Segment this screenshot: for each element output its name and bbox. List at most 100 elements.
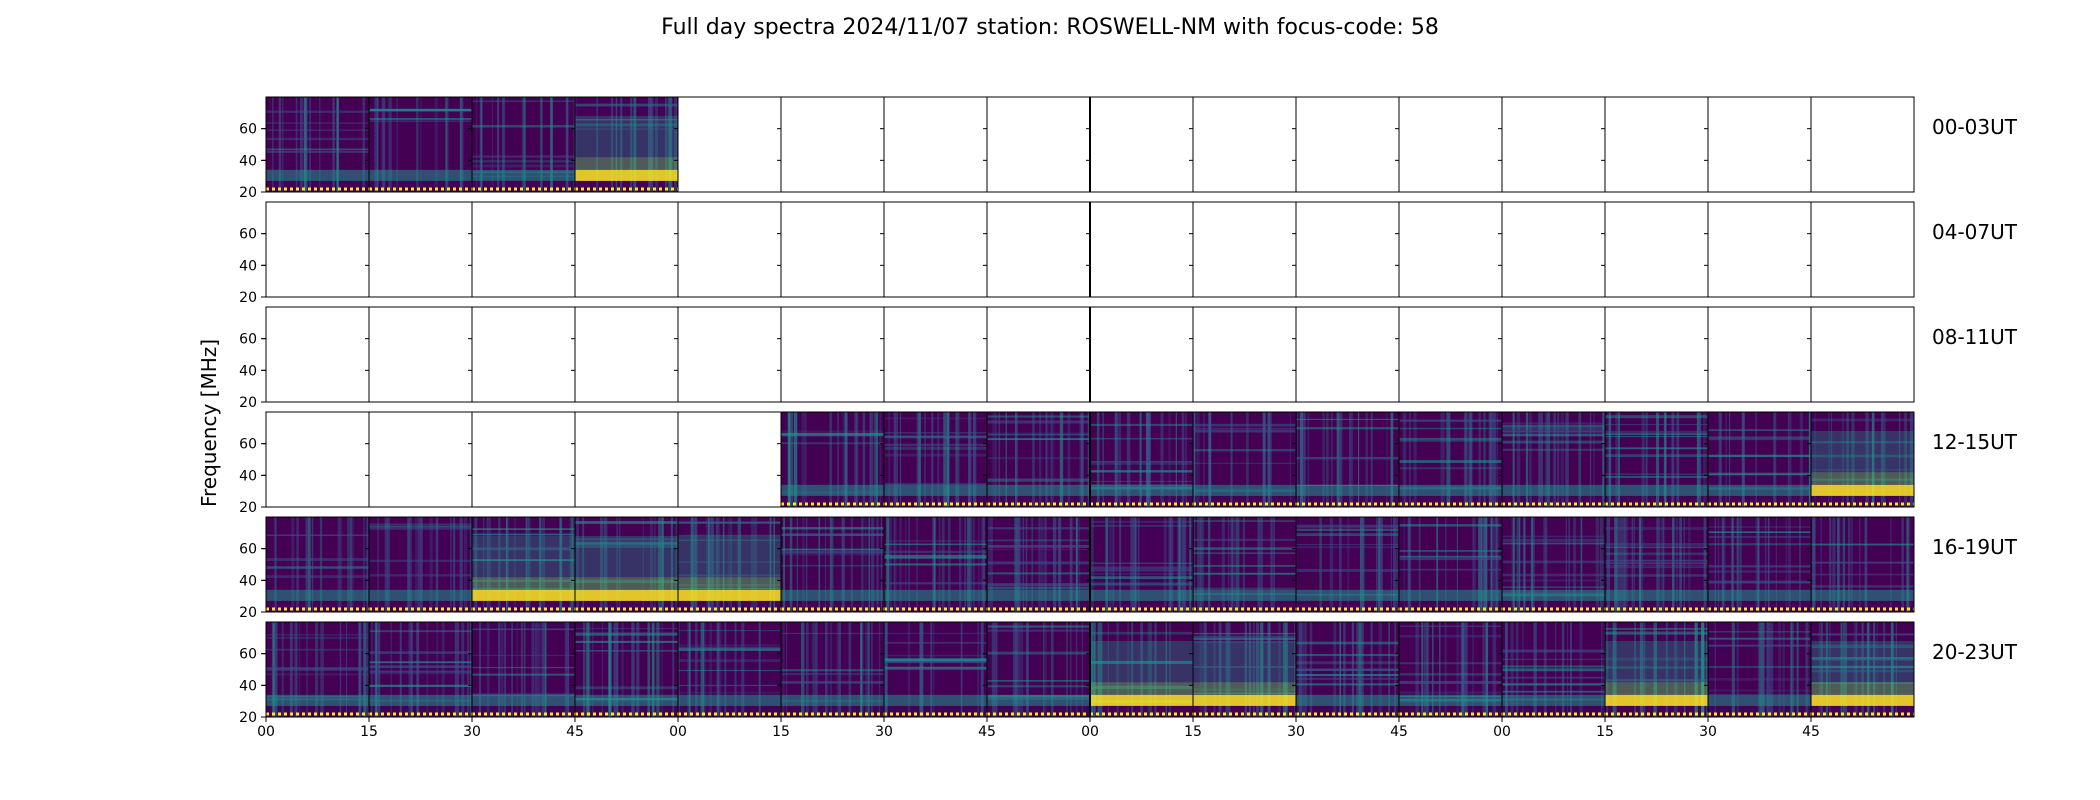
spectral-streak (538, 622, 541, 717)
spectral-streak (1606, 622, 1608, 717)
spectrum-panel (1395, 96, 1503, 193)
spectral-streak (642, 517, 644, 612)
spectral-streak (968, 412, 971, 507)
spectral-streak (894, 412, 898, 507)
frequency-band (1811, 454, 1914, 458)
spectral-streak (1695, 622, 1698, 717)
spectral-streak (1851, 412, 1855, 507)
spectral-streak (690, 517, 694, 612)
low-frequency-band (1605, 694, 1708, 706)
frequency-band (1090, 631, 1193, 635)
frequency-band (369, 525, 472, 528)
spectral-streak (337, 517, 341, 612)
spectral-streak (564, 622, 568, 717)
spectral-streak (865, 622, 868, 717)
spectral-streak (1496, 412, 1498, 507)
spectral-streak (1044, 517, 1047, 612)
frequency-band (1708, 535, 1811, 538)
spectral-streak (1775, 517, 1777, 612)
panel-frame (986, 96, 1091, 193)
spectral-streak (1768, 517, 1770, 612)
spectral-streak (531, 622, 535, 717)
frequency-band (472, 579, 575, 582)
frequency-band (1090, 460, 1193, 463)
spectral-streak (1169, 517, 1174, 612)
spectral-streak (716, 622, 720, 717)
spectrum-panel (1395, 306, 1503, 403)
spectral-streak (1811, 517, 1814, 612)
spectral-streak (931, 412, 934, 507)
spectral-streak (1789, 412, 1792, 507)
y-tick-label: 20 (239, 500, 257, 516)
spectral-streak (806, 622, 809, 717)
spectral-streak (1299, 412, 1303, 507)
spectral-streak (709, 622, 712, 717)
spectral-streak (1614, 517, 1618, 612)
frequency-band (1811, 586, 1914, 588)
spectral-streak (1812, 517, 1815, 612)
frequency-band (1811, 418, 1914, 422)
spectral-streak (871, 622, 873, 717)
spectral-streak (608, 622, 612, 717)
frequency-band (884, 446, 987, 450)
spectral-streak (1859, 517, 1861, 612)
spectral-streak (867, 622, 870, 717)
spectral-streak (1075, 622, 1078, 717)
panel-frame (574, 411, 679, 508)
spectral-streak (486, 622, 490, 717)
spectral-streak (862, 412, 866, 507)
low-frequency-band (369, 169, 472, 181)
frequency-band (987, 545, 1090, 548)
spectral-streak (787, 412, 791, 507)
panel-frame (1192, 96, 1297, 193)
panel-row: 20 40 60 20-23UT (239, 621, 2018, 726)
spectral-streak (1474, 517, 1476, 612)
spectral-streak (1703, 517, 1707, 612)
y-axis-label: Frequency [MHz] (197, 339, 221, 507)
spectral-streak (498, 622, 500, 717)
spectrum-panel (1498, 96, 1606, 193)
frequency-band (1502, 573, 1605, 577)
spectral-streak (1633, 517, 1635, 612)
spectral-streak (1469, 412, 1473, 507)
frequency-band (1605, 447, 1708, 450)
panel-frame (1707, 306, 1812, 403)
spectral-streak (299, 97, 303, 192)
spectral-streak (649, 517, 653, 612)
spectral-streak (505, 517, 508, 612)
spectral-streak (1386, 412, 1388, 507)
spectral-streak (1617, 517, 1620, 612)
frequency-band (369, 118, 472, 120)
spectral-streak (1790, 622, 1793, 717)
frequency-band (678, 648, 781, 651)
frequency-band (1502, 535, 1605, 538)
panel-frame (368, 411, 473, 508)
low-frequency-band (1090, 484, 1193, 496)
frequency-band (1193, 547, 1296, 550)
spectral-streak (1260, 622, 1264, 717)
spectral-streak (1146, 412, 1150, 507)
spectral-streak (1351, 412, 1353, 507)
spectrum-panel (365, 201, 473, 298)
low-frequency-band (1090, 694, 1193, 706)
frequency-band (1090, 576, 1193, 580)
low-frequency-band (1811, 484, 1914, 496)
spectral-streak (1282, 622, 1287, 717)
spectral-streak (1518, 517, 1521, 612)
frequency-band (884, 554, 987, 558)
x-tick-label: 45 (1802, 724, 1820, 740)
frequency-band (1399, 662, 1502, 665)
spectral-streak (1338, 412, 1343, 507)
frequency-band (1502, 658, 1605, 660)
emission-region (472, 536, 575, 578)
spectral-streak (1513, 517, 1515, 612)
spectral-streak (1640, 622, 1644, 717)
spectral-streak (516, 622, 519, 717)
spectrum-panel (1395, 621, 1503, 718)
spectral-streak (1181, 517, 1185, 612)
spectrum-panel (1807, 306, 1915, 403)
spectrum-panel (1292, 411, 1400, 508)
frequency-band (987, 561, 1090, 565)
frequency-band (781, 433, 884, 437)
low-frequency-band (1399, 589, 1502, 601)
